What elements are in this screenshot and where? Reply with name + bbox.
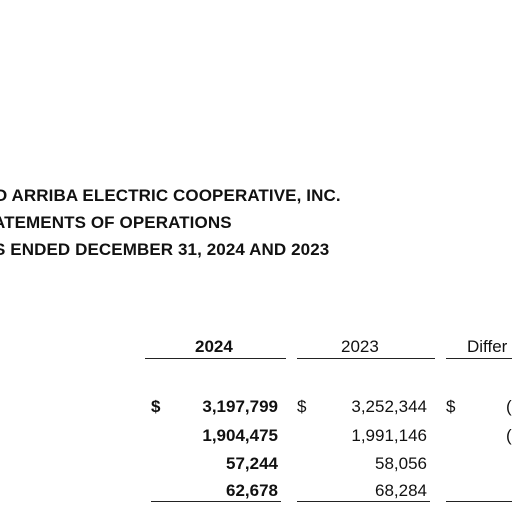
- column-header-2023: 2023: [341, 337, 379, 356]
- column-header-rule-2024: [145, 358, 286, 359]
- column-header-difference: Differ: [467, 337, 508, 356]
- dollar-sign-difference: $: [446, 397, 456, 416]
- subtotal-rule-difference: [446, 501, 512, 502]
- statement-period: S ENDED DECEMBER 31, 2024 AND 2023: [0, 240, 330, 259]
- company-name: O ARRIBA ELECTRIC COOPERATIVE, INC.: [0, 186, 341, 205]
- statement-title: ATEMENTS OF OPERATIONS: [0, 213, 232, 232]
- column-header-rule-difference: [446, 358, 512, 359]
- column-header-2024: 2024: [195, 337, 233, 356]
- value-2024: 3,197,799: [202, 397, 278, 416]
- value-2024: 62,678: [226, 481, 278, 500]
- value-2024: 57,244: [226, 454, 278, 473]
- dollar-sign-2024: $: [151, 397, 161, 416]
- dollar-sign-2023: $: [297, 397, 307, 416]
- subtotal-rule-2024: [151, 501, 281, 502]
- column-header-rule-2023: [297, 358, 435, 359]
- subtotal-rule-2023: [297, 501, 430, 502]
- difference-value-partial: (: [506, 397, 512, 416]
- value-2023: 68,284: [375, 481, 427, 500]
- value-2024: 1,904,475: [202, 426, 278, 445]
- difference-value-partial: (: [506, 426, 512, 445]
- value-2023: 1,991,146: [351, 426, 427, 445]
- value-2023: 58,056: [375, 454, 427, 473]
- value-2023: 3,252,344: [351, 397, 427, 416]
